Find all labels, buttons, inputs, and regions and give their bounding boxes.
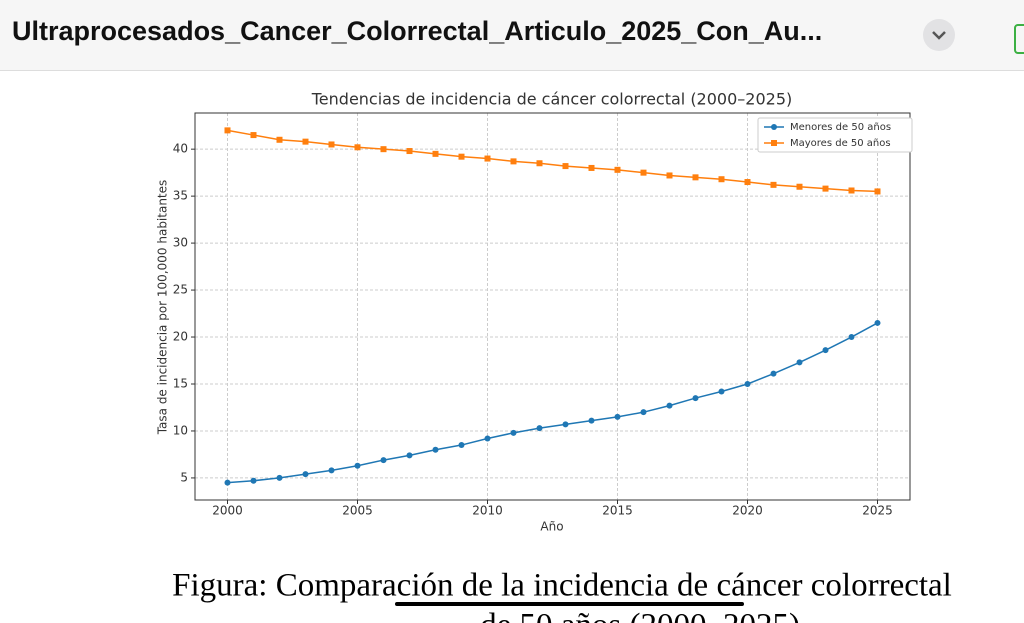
y-tick-label: 15 [173, 376, 188, 390]
point [796, 183, 803, 190]
point [276, 474, 283, 481]
point [562, 421, 569, 428]
point [510, 158, 517, 165]
menu-button[interactable] [923, 19, 955, 51]
point [822, 185, 829, 192]
caption: Figura: Comparación de la incidencia de … [172, 568, 952, 604]
point [588, 417, 595, 424]
chevron-icon [932, 31, 946, 40]
legend-box [757, 117, 913, 153]
point [484, 435, 491, 442]
series-line [227, 322, 878, 484]
point [302, 471, 309, 478]
point [874, 188, 881, 195]
point [406, 452, 413, 459]
point [510, 429, 517, 436]
point [328, 467, 335, 474]
point [874, 319, 881, 326]
point [458, 442, 465, 449]
y-tick-label: 5 [180, 470, 188, 484]
point [458, 153, 465, 160]
point [302, 138, 309, 145]
x-tick-label: 2010 [472, 504, 503, 518]
point [250, 477, 257, 484]
point [770, 181, 777, 188]
point [848, 334, 855, 341]
point [380, 457, 387, 464]
y-tick-label: 10 [173, 423, 188, 437]
y-axis-label: Tasa de incidencia por 100,000 habitante… [156, 180, 170, 436]
series-line [227, 129, 878, 193]
point [718, 388, 725, 395]
point [692, 395, 699, 402]
edit-icon[interactable] [1014, 24, 1024, 54]
point [536, 425, 543, 432]
x-tick-label: 2020 [732, 504, 763, 518]
legend-label: Mayores de 50 años [790, 138, 891, 149]
caption: de 50 años (2000–2025) [480, 608, 800, 623]
point [562, 163, 569, 170]
point [744, 380, 751, 387]
point [354, 144, 361, 151]
y-tick-label: 25 [173, 283, 188, 297]
point [692, 174, 699, 181]
point [822, 347, 829, 354]
y-tick-label: 40 [173, 142, 188, 156]
x-axis-label: Año [540, 520, 563, 534]
point [588, 164, 595, 171]
x-tick-label: 2005 [342, 504, 373, 518]
point [640, 169, 647, 176]
point [380, 146, 387, 153]
point [276, 136, 283, 143]
legend-marker [771, 140, 777, 146]
point [250, 132, 257, 139]
legend-label: Menores de 50 años [790, 122, 891, 133]
point [614, 166, 621, 173]
y-tick-label: 35 [173, 189, 188, 203]
point [432, 446, 439, 453]
point [796, 359, 803, 366]
point [406, 148, 413, 155]
document-title: Ultraprocesados_Cancer_Colorrectal_Artic… [12, 16, 823, 46]
title-bar: Ultraprocesados_Cancer_Colorrectal_Artic… [0, 0, 1024, 71]
point [432, 150, 439, 157]
legend-marker [771, 124, 777, 130]
point [328, 141, 335, 148]
chart-title: Tendencias de incidencia de cáncer color… [311, 90, 792, 109]
x-tick-label: 2025 [862, 504, 893, 518]
point [718, 176, 725, 183]
point [614, 413, 621, 420]
point [354, 462, 361, 469]
y-tick-label: 30 [173, 236, 188, 250]
point [666, 402, 673, 409]
point [640, 409, 647, 416]
point [224, 127, 231, 134]
point [666, 172, 673, 179]
chart: Tendencias de incidencia de cáncer color… [156, 90, 952, 623]
plot-frame [194, 112, 911, 501]
point [224, 479, 231, 486]
point [848, 187, 855, 194]
point [744, 179, 751, 186]
point [484, 155, 491, 162]
x-tick-label: 2000 [212, 504, 243, 518]
y-tick-label: 20 [173, 330, 188, 344]
point [770, 370, 777, 377]
x-tick-label: 2015 [602, 504, 633, 518]
point [536, 160, 543, 167]
